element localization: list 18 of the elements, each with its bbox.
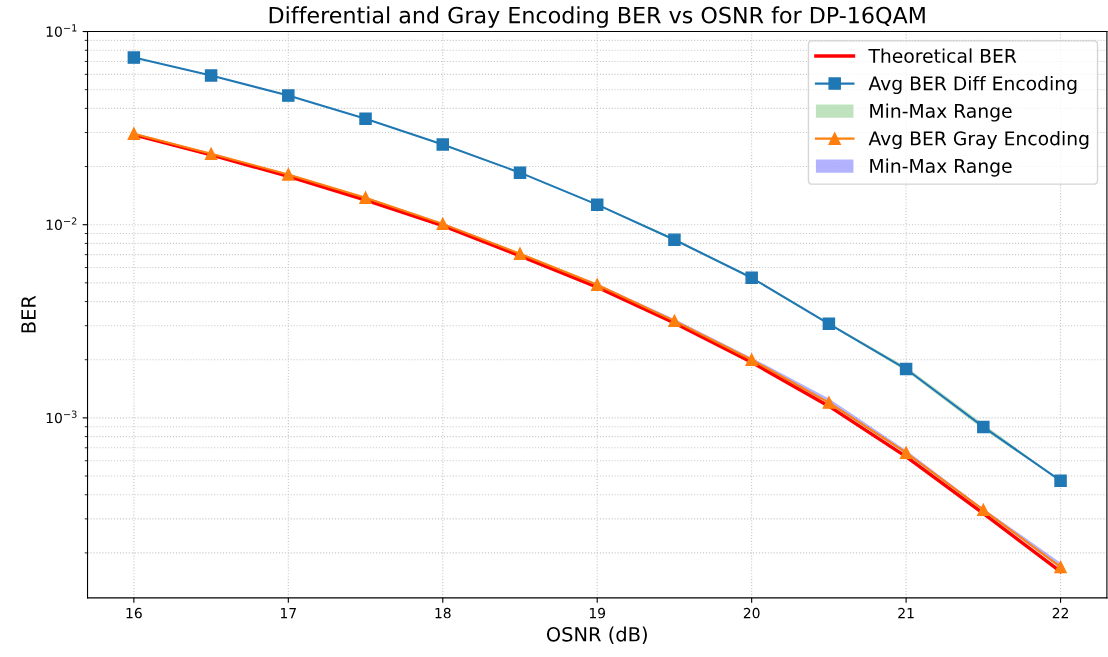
y-axis-title: BER bbox=[21, 295, 36, 333]
y-tick-label: 10$^{−1}$ bbox=[46, 24, 77, 37]
x-tick-label: 19 bbox=[589, 607, 606, 619]
x-tick-label: 22 bbox=[1052, 607, 1068, 619]
legend-label: Avg BER Diff Encoding bbox=[868, 75, 1077, 95]
x-tick-label: 17 bbox=[281, 608, 296, 619]
y-tick-label: 10$^{−2}$ bbox=[46, 217, 77, 231]
legend-label: Theoretical BER bbox=[868, 48, 1017, 63]
x-tick-label: 20 bbox=[743, 607, 760, 619]
x-tick-label: 21 bbox=[898, 607, 914, 619]
legend-label: Avg BER Gray Encoding bbox=[868, 130, 1089, 150]
legend-label: Min-Max Range bbox=[870, 158, 1012, 177]
x-axis-title: OSNR (dB) bbox=[546, 626, 647, 644]
x-tick-label: 18 bbox=[435, 607, 451, 619]
chart-title: Differential and Gray Encoding BER vs OSNR for DP-16QAM bbox=[269, 6, 925, 28]
x-tick-label: 16 bbox=[126, 607, 142, 619]
legend-label: Min-Max Range bbox=[870, 103, 1012, 122]
y-tick-label: 10$^{−3}$ bbox=[46, 410, 77, 424]
